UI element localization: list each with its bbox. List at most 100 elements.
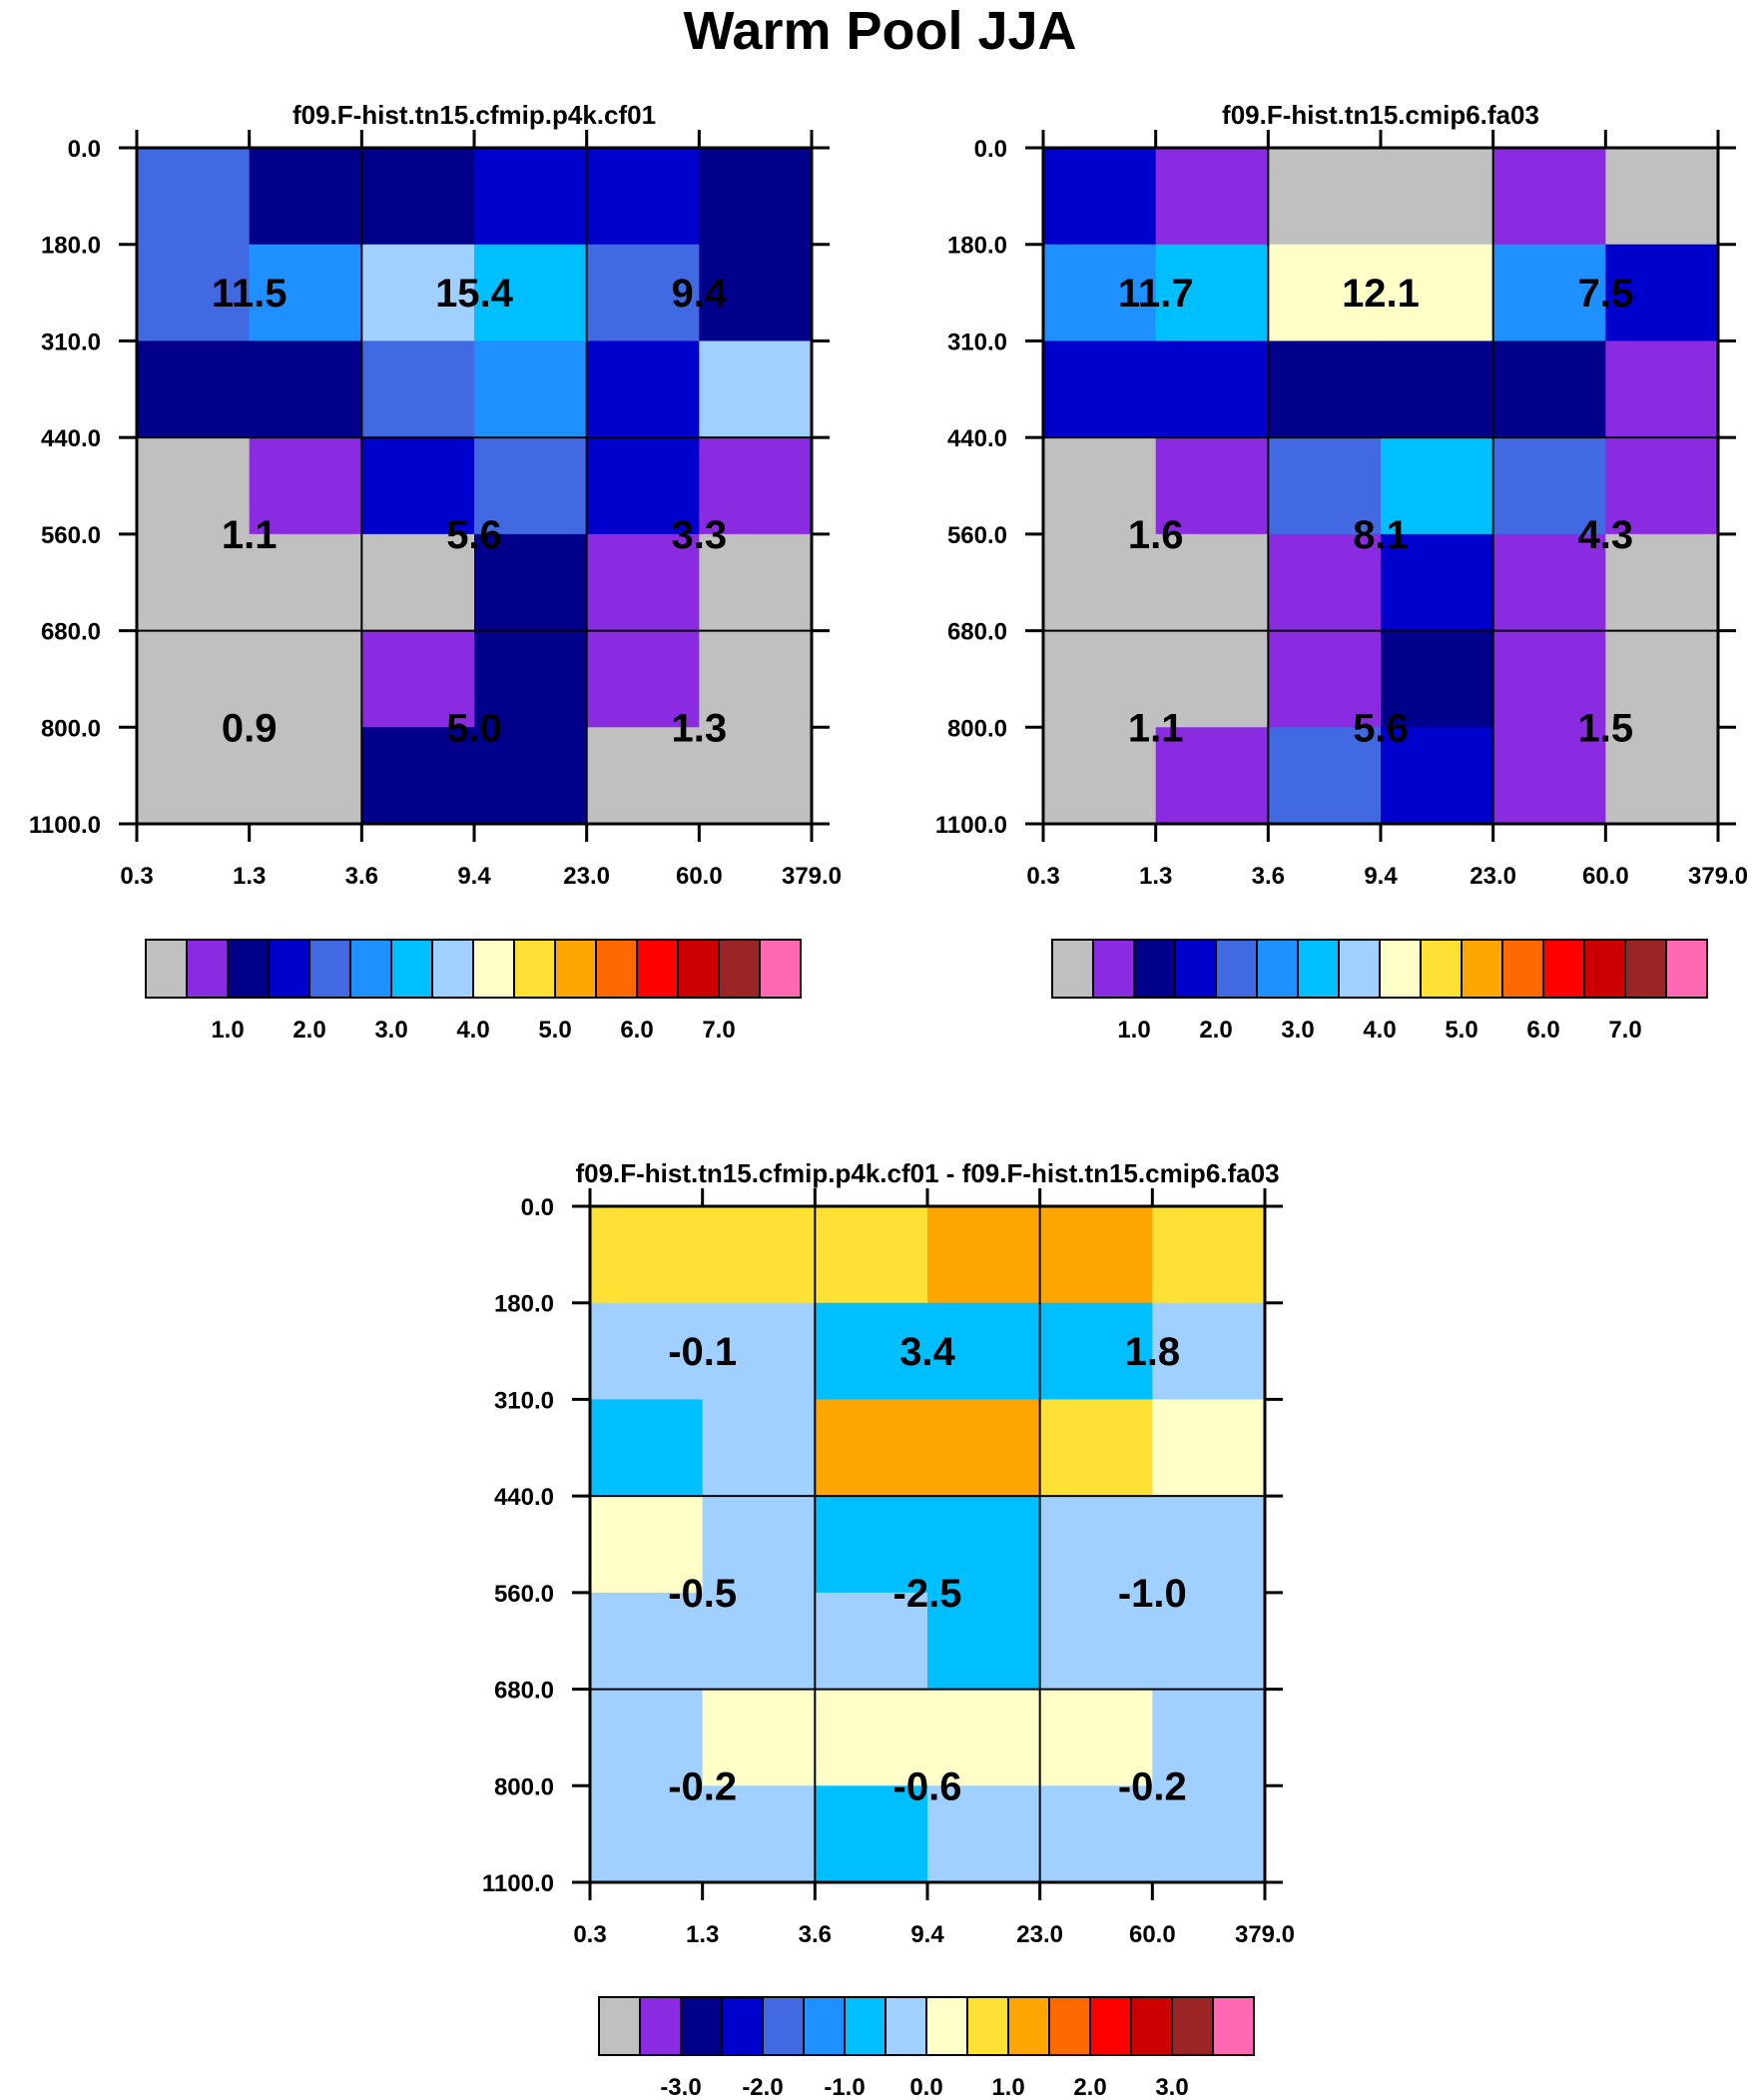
heatmap-cell bbox=[1605, 341, 1719, 438]
heatmap-cell bbox=[1039, 1785, 1153, 1883]
heatmap-cell bbox=[815, 1785, 928, 1883]
colorbar-label: 1.0 bbox=[991, 2074, 1024, 2100]
group-value-label: 1.5 bbox=[1578, 706, 1634, 750]
heatmap-cell bbox=[699, 727, 813, 825]
heatmap-cell bbox=[927, 1785, 1041, 1883]
heatmap-cell bbox=[137, 244, 251, 342]
x-tick-label: 1.3 bbox=[233, 863, 266, 890]
colorbar-label: 6.0 bbox=[1526, 1017, 1559, 1044]
heatmap-cell bbox=[1268, 341, 1382, 438]
colorbar-label: 2.0 bbox=[293, 1017, 325, 1044]
heatmap-cell bbox=[1039, 1689, 1153, 1786]
y-tick-label: 800.0 bbox=[494, 1773, 554, 1800]
heatmap-cell bbox=[590, 1785, 704, 1883]
colorbar-swatch bbox=[1130, 1996, 1173, 2056]
colorbar-label: 6.0 bbox=[620, 1017, 653, 1044]
colorbar-label: 5.0 bbox=[538, 1017, 571, 1044]
group-value-label: -0.2 bbox=[1118, 1764, 1187, 1808]
heatmap-cell bbox=[702, 1785, 816, 1883]
group-value-label: 1.1 bbox=[222, 513, 278, 557]
heatmap-cell bbox=[1152, 1206, 1266, 1304]
y-tick-label: 680.0 bbox=[947, 619, 1007, 646]
group-value-label: 1.8 bbox=[1125, 1330, 1181, 1374]
y-tick-label: 680.0 bbox=[41, 619, 101, 646]
y-tick-label: 310.0 bbox=[947, 329, 1007, 355]
heatmap-cell bbox=[474, 244, 588, 342]
heatmap-cell bbox=[474, 727, 588, 825]
x-tick-label: 379.0 bbox=[1235, 1921, 1295, 1948]
colorbar-swatch bbox=[1174, 939, 1217, 999]
heatmap-cell bbox=[474, 148, 588, 246]
group-value-label: 5.6 bbox=[446, 513, 502, 557]
group-value-label: 1.6 bbox=[1128, 513, 1184, 557]
heatmap-cell bbox=[815, 1496, 928, 1594]
group-value-label: 11.5 bbox=[212, 272, 288, 316]
colorbar-swatch bbox=[1007, 1996, 1050, 2056]
heatmap-cell bbox=[1043, 533, 1157, 632]
colorbar-swatch bbox=[349, 939, 392, 999]
heatmap-cell bbox=[137, 437, 251, 535]
heatmap-cell bbox=[927, 1206, 1041, 1304]
colorbar-label: 3.0 bbox=[374, 1017, 407, 1044]
heatmap-cell bbox=[586, 533, 700, 632]
colorbar-swatch bbox=[803, 1996, 846, 2056]
colorbar-label: 0.0 bbox=[909, 2074, 942, 2100]
heatmap-cell bbox=[927, 1689, 1041, 1786]
heatmap-cell bbox=[1043, 148, 1157, 246]
group-value-label: -0.2 bbox=[668, 1764, 737, 1808]
heatmap-cell bbox=[590, 1592, 704, 1691]
colorbar-swatch bbox=[762, 1996, 805, 2056]
colorbar-swatch bbox=[1171, 1996, 1214, 2056]
heatmap-cell bbox=[1155, 148, 1269, 246]
heatmap-cell bbox=[586, 341, 700, 438]
group-value-label: 15.4 bbox=[435, 272, 514, 316]
heatmap-cell bbox=[586, 630, 700, 728]
heatmap-cell bbox=[699, 437, 813, 535]
heatmap-cell bbox=[586, 727, 700, 825]
heatmap-cell bbox=[137, 727, 251, 825]
panel-title: f09.F-hist.tn15.cmip6.fa03 bbox=[1222, 100, 1539, 130]
colorbar-swatch bbox=[431, 939, 474, 999]
heatmap-cell bbox=[702, 1496, 816, 1594]
colorbar-swatch bbox=[680, 1996, 723, 2056]
heatmap-cell bbox=[1492, 727, 1606, 825]
y-tick-label: 310.0 bbox=[41, 329, 101, 355]
heatmap-cell bbox=[702, 1302, 816, 1400]
x-tick-label: 60.0 bbox=[676, 863, 723, 890]
colorbar-swatch bbox=[598, 1996, 641, 2056]
colorbar-label: -3.0 bbox=[660, 2074, 701, 2100]
colorbar-swatch bbox=[1665, 939, 1708, 999]
y-tick-label: 1100.0 bbox=[935, 812, 1007, 839]
colorbar-swatch bbox=[639, 1996, 682, 2056]
colorbar-swatch bbox=[844, 1996, 886, 2056]
y-tick-label: 1100.0 bbox=[29, 812, 101, 839]
colorbar-label: -2.0 bbox=[742, 2074, 783, 2100]
heatmap-cell bbox=[1155, 533, 1269, 632]
heatmap-cell bbox=[586, 148, 700, 246]
heatmap-cell bbox=[699, 148, 813, 246]
x-tick-label: 3.6 bbox=[799, 1921, 832, 1948]
heatmap-cell bbox=[590, 1302, 704, 1400]
heatmap-cell bbox=[361, 341, 475, 438]
heatmap-cell bbox=[1381, 437, 1494, 535]
group-value-label: 9.4 bbox=[672, 272, 728, 316]
colorbar-swatch bbox=[721, 1996, 764, 2056]
heatmap-cell bbox=[1381, 148, 1494, 246]
group-value-label: -1.0 bbox=[1118, 1572, 1187, 1616]
heatmap-panel-3: f09.F-hist.tn15.cfmip.p4k.cf01 - f09.F-h… bbox=[482, 1158, 1295, 2100]
group-value-label: 12.1 bbox=[1342, 272, 1420, 316]
x-tick-label: 23.0 bbox=[563, 863, 610, 890]
colorbar-swatch bbox=[1048, 1996, 1091, 2056]
heatmap-cell bbox=[361, 437, 475, 535]
heatmap-cell bbox=[137, 630, 251, 728]
heatmap-cell bbox=[1605, 533, 1719, 632]
colorbar-swatch bbox=[966, 1996, 1009, 2056]
group-value-label: 11.7 bbox=[1118, 272, 1194, 316]
heatmap-cell bbox=[1492, 533, 1606, 632]
heatmap-cell bbox=[699, 244, 813, 342]
heatmap-cell bbox=[815, 1206, 928, 1304]
x-tick-label: 379.0 bbox=[782, 863, 842, 890]
heatmap-cell bbox=[249, 244, 362, 342]
x-tick-label: 0.3 bbox=[120, 863, 153, 890]
